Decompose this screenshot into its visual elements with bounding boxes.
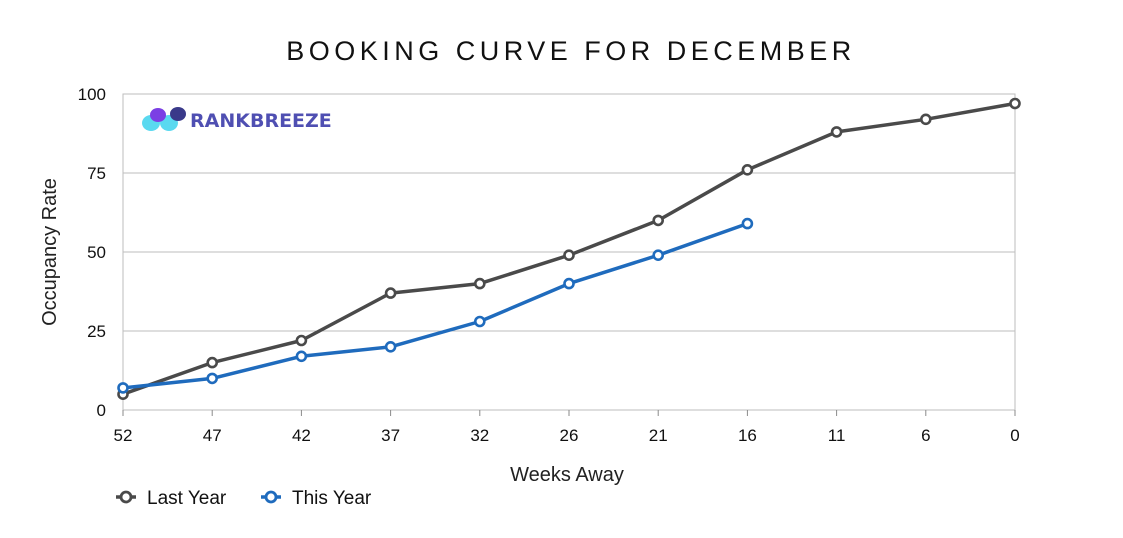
logo-text: RANKBREEZE	[190, 110, 332, 132]
x-tick-label: 21	[649, 426, 668, 445]
data-point	[1009, 97, 1021, 110]
legend-item: This Year	[261, 488, 372, 509]
data-point	[741, 217, 754, 230]
x-tick-label: 16	[738, 426, 757, 445]
x-tick-label: 52	[114, 426, 133, 445]
legend: Last Year This Year	[116, 488, 372, 509]
y-tick-label: 75	[87, 164, 106, 183]
y-axis-ticks: 0 25 50 75 100	[78, 85, 106, 420]
data-point	[473, 277, 486, 290]
data-point	[563, 249, 575, 261]
legend-label: Last Year	[147, 488, 227, 509]
y-tick-label: 100	[78, 85, 106, 104]
x-tick-label: 47	[203, 426, 222, 445]
data-point	[919, 113, 932, 126]
series-line	[122, 101, 1016, 396]
data-point	[652, 214, 665, 227]
data-point	[206, 372, 218, 385]
chart-title: BOOKING CURVE FOR DECEMBER	[286, 36, 856, 66]
data-point	[563, 277, 575, 290]
data-point	[295, 350, 308, 363]
series-layer	[117, 97, 1021, 401]
data-point	[295, 334, 308, 347]
x-tick-label: 11	[828, 426, 846, 445]
series-this-year	[117, 217, 754, 394]
legend-label: This Year	[292, 488, 372, 509]
y-tick-label: 50	[87, 243, 106, 262]
x-tick-label: 26	[560, 426, 579, 445]
data-point	[206, 356, 218, 369]
data-point	[117, 382, 129, 394]
x-tick-label: 6	[921, 426, 930, 445]
x-axis-label: Weeks Away	[510, 464, 624, 486]
y-axis-label: Occupancy Rate	[39, 178, 61, 326]
legend-item: Last Year	[116, 488, 227, 509]
x-tick-label: 42	[292, 426, 311, 445]
x-tick-label: 37	[381, 426, 400, 445]
x-tick-label: 32	[470, 426, 489, 445]
data-point	[830, 126, 843, 138]
x-axis-ticks: 52 47 42 37 32 26 21 16 11 6 0	[114, 410, 1020, 445]
x-tick-label: 0	[1010, 426, 1019, 445]
data-point	[652, 249, 665, 261]
legend-swatch-marker	[119, 490, 133, 504]
data-point	[384, 340, 397, 353]
data-point	[384, 287, 397, 299]
legend-swatch-marker	[264, 490, 278, 504]
rankbreeze-logo-icon	[142, 107, 186, 131]
data-point	[741, 164, 754, 176]
rankbreeze-logo: RANKBREEZE	[142, 107, 332, 132]
data-point	[473, 315, 486, 328]
y-tick-label: 25	[87, 322, 106, 341]
y-tick-label: 0	[97, 401, 106, 420]
series-last-year	[117, 97, 1021, 401]
series-line	[122, 221, 748, 390]
